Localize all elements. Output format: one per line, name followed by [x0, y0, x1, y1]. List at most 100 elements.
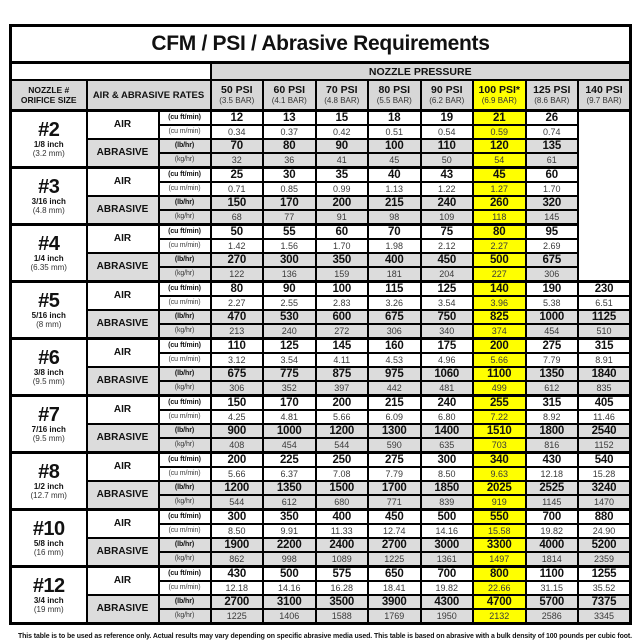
value-cell: 181	[367, 266, 422, 283]
value-cell: 675	[367, 309, 422, 325]
value-cell: 352	[262, 380, 317, 397]
unit-label: (kg/hr)	[157, 152, 212, 169]
value-cell: 1470	[577, 494, 632, 511]
value-cell: 2540	[577, 423, 632, 439]
footnote: This table is to be used as reference on…	[18, 631, 632, 640]
value-cell: 0.37	[262, 124, 317, 140]
value-cell: 1300	[367, 423, 422, 439]
value-cell: 204	[419, 266, 474, 283]
nozzle-12-row-air_cum: (cu m/min) 12.18 14.16 16.28 18.41 19.82 22.66…	[11, 580, 632, 596]
nozzle-3-row-air_cum: (cu m/min) 0.71 0.85 0.99 1.13 1.22 1.27 1.70	[11, 181, 631, 197]
value-cell: 77	[262, 209, 317, 226]
value-cell: 50	[419, 152, 474, 169]
value-cell: 675	[524, 252, 579, 268]
value-cell: 0.51	[367, 124, 422, 140]
value-cell: 700	[524, 508, 579, 525]
value-cell: 100	[367, 138, 422, 154]
unit-label: (cu ft/min)	[157, 394, 212, 411]
value-cell: 1400	[419, 423, 474, 439]
value-cell: 340	[472, 451, 527, 468]
value-cell: 0.74	[524, 124, 579, 140]
nozzle-label-2: #2 1/8 inch (3.2 mm)	[9, 109, 88, 169]
air-label: AIR	[85, 109, 160, 140]
nozzle-label-7: #7 7/16 inch (9.5 mm)	[9, 394, 88, 454]
air-label: AIR	[85, 508, 160, 539]
value-cell: 2700	[367, 537, 422, 553]
value-cell: 1588	[314, 608, 369, 625]
value-cell: 315	[524, 394, 579, 411]
value-cell: 215	[367, 195, 422, 211]
nozzle-number: #4	[38, 232, 60, 255]
nozzle-12-row-abr_lb: ABRASIVE (lb/hr) 2700 3100 3500 3900 4300 4700 5…	[11, 594, 632, 625]
value-cell: 3500	[314, 594, 369, 610]
air-label: AIR	[85, 565, 160, 596]
value-cell: 200	[209, 451, 264, 468]
value-cell: 125	[262, 337, 317, 354]
value-cell: 340	[419, 323, 474, 340]
unit-label: (cu m/min)	[157, 523, 212, 539]
nozzle-3-row-air_cuft: #3 3/16 inch (4.8 mm) AIR (cu ft/min) 25 30 35 4…	[9, 166, 631, 226]
bar-label: (9.7 BAR)	[586, 96, 622, 105]
value-cell: 998	[262, 551, 317, 568]
bar-label: (4.8 BAR)	[324, 96, 360, 105]
value-cell: 442	[367, 380, 422, 397]
air-label: AIR	[85, 280, 160, 311]
value-cell: 2200	[262, 537, 317, 553]
unit-label: (kg/hr)	[157, 266, 212, 283]
value-cell: 2525	[524, 480, 579, 496]
value-cell: 1.13	[367, 181, 422, 197]
value-cell: 8.92	[524, 409, 579, 425]
nozzle-label-3: #3 3/16 inch (4.8 mm)	[9, 166, 88, 226]
header-empty-cell	[9, 61, 212, 81]
nozzle-size-mm: (9.5 mm)	[32, 376, 65, 386]
value-cell: 6.37	[262, 466, 317, 482]
value-cell: 12.18	[209, 580, 264, 596]
value-cell: 1225	[209, 608, 264, 625]
value-cell: 771	[367, 494, 422, 511]
psi-label: 140 PSI	[585, 84, 623, 96]
value-cell: 1.22	[419, 181, 474, 197]
value-cell: 400	[367, 252, 422, 268]
value-cell: 35	[314, 166, 369, 183]
pressure-header-100psi: 100 PSI* (6.9 BAR)	[472, 79, 527, 112]
value-cell: 0.54	[419, 124, 474, 140]
value-cell: 250	[314, 451, 369, 468]
value-cell: 900	[209, 423, 264, 439]
nozzle-size-mm: (3.2 mm)	[32, 148, 65, 158]
unit-label: (lb/hr)	[157, 309, 212, 325]
unit-label: (cu ft/min)	[157, 280, 212, 297]
value-cell: 5200	[577, 537, 632, 553]
value-cell: 118	[472, 209, 527, 226]
nozzle-4-row-abr_lb: ABRASIVE (lb/hr) 270 300 350 400 450 500 675	[11, 252, 631, 283]
value-cell: 5.38	[524, 295, 579, 311]
value-cell: 835	[577, 380, 632, 397]
nozzle-8-row-abr_lb: ABRASIVE (lb/hr) 1200 1350 1500 1700 1850 2025 2…	[11, 480, 632, 511]
value-cell: 50	[209, 223, 264, 240]
nozzle-2-row-abr_kg: (kg/hr) 32 36 41 45 50 54 61	[11, 152, 631, 169]
value-cell: 1814	[524, 551, 579, 568]
pressure-header-80psi: 80 PSI (5.5 BAR)	[367, 79, 422, 112]
pressure-header-140psi: 140 PSI (9.7 BAR)	[577, 79, 632, 112]
unit-label: (kg/hr)	[157, 608, 212, 625]
value-cell: 4.25	[209, 409, 264, 425]
air-label: AIR	[85, 394, 160, 425]
blank-140psi-cell	[577, 109, 632, 283]
value-cell: 0.34	[209, 124, 264, 140]
value-cell: 230	[577, 280, 632, 297]
value-cell: 3100	[262, 594, 317, 610]
value-cell: 306	[209, 380, 264, 397]
value-cell: 61	[524, 152, 579, 169]
value-cell: 825	[472, 309, 527, 325]
value-cell: 0.42	[314, 124, 369, 140]
value-cell: 115	[367, 280, 422, 297]
value-cell: 70	[367, 223, 422, 240]
pressure-header-90psi: 90 PSI (6.2 BAR)	[419, 79, 474, 112]
value-cell: 499	[472, 380, 527, 397]
value-cell: 122	[209, 266, 264, 283]
value-cell: 270	[209, 252, 264, 268]
value-cell: 875	[314, 366, 369, 382]
nozzle-12-row-air_cuft: #12 3/4 inch (19 mm) AIR (cu ft/min) 430 500 57…	[9, 565, 632, 625]
value-cell: 5.66	[209, 466, 264, 482]
unit-label: (cu ft/min)	[157, 508, 212, 525]
value-cell: 213	[209, 323, 264, 340]
